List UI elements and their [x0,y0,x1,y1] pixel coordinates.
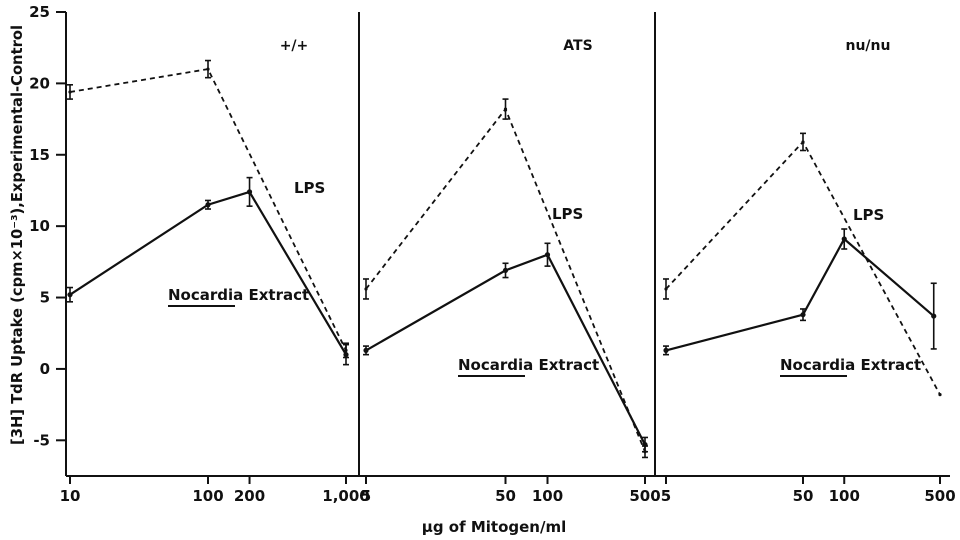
data-point [206,67,210,71]
x-tick-label: 500 [924,487,955,505]
data-point [502,267,509,274]
data-point [938,393,942,397]
data-point [544,252,551,258]
data-point [800,312,806,318]
x-tick-label: 500 [629,487,660,505]
data-point [343,352,349,358]
series-line [365,107,646,453]
data-point [663,347,669,353]
data-point [931,313,937,319]
plot-area [67,59,942,459]
y-tick-label: 5 [40,289,50,307]
x-axis-title: µg of Mitogen/ml [422,518,566,536]
x-tick-label: 50 [495,487,516,505]
y-tick-label: -5 [33,431,50,449]
x-tick-label: 50 [793,487,814,505]
panel-label: ATS [563,38,592,54]
series-line [365,253,646,446]
series-label: LPS [552,205,583,223]
series-label: LPS [294,179,325,197]
x-tick-label: 100 [532,487,563,505]
y-tick-label: 0 [40,360,50,378]
x-tick-label: 200 [234,487,265,505]
data-point [841,236,847,242]
data-point [503,107,508,111]
x-tick-label: 5 [361,487,371,505]
panel-label: nu/nu [846,38,891,54]
x-tick-label: 100 [192,487,223,505]
data-point [801,140,805,144]
data-point [67,292,73,298]
series-line [69,190,347,356]
series-label: Nocardia Extract [168,286,309,304]
data-point [205,202,211,208]
axes [56,11,950,484]
x-tick-label: 1,000 [322,487,369,505]
y-tick-label: 15 [29,146,50,164]
series-label: Nocardia Extract [780,356,921,374]
x-tick-label: 5 [661,487,671,505]
y-tick-label: 10 [29,217,50,235]
x-tick-label: 10 [60,487,81,505]
data-point [363,347,369,353]
y-axis-title: [3H] TdR Uptake (cpm×10⁻³),Experimental-… [8,25,26,445]
series-label: Nocardia Extract [458,356,599,374]
panel-label: +/+ [280,38,309,54]
series-line [665,237,935,352]
y-tick-label: 25 [29,3,50,21]
data-point [642,441,648,448]
data-point [246,189,253,195]
y-tick-label: 20 [29,74,50,92]
series-label: LPS [853,206,884,224]
labels: -5 0 5 10 15 20 25[3H] TdR Uptake (cpm×10⁻³),E… [8,3,956,536]
data-point [68,90,72,94]
data-point [364,287,368,291]
x-tick-label: 100 [829,487,860,505]
data-point [664,287,668,291]
